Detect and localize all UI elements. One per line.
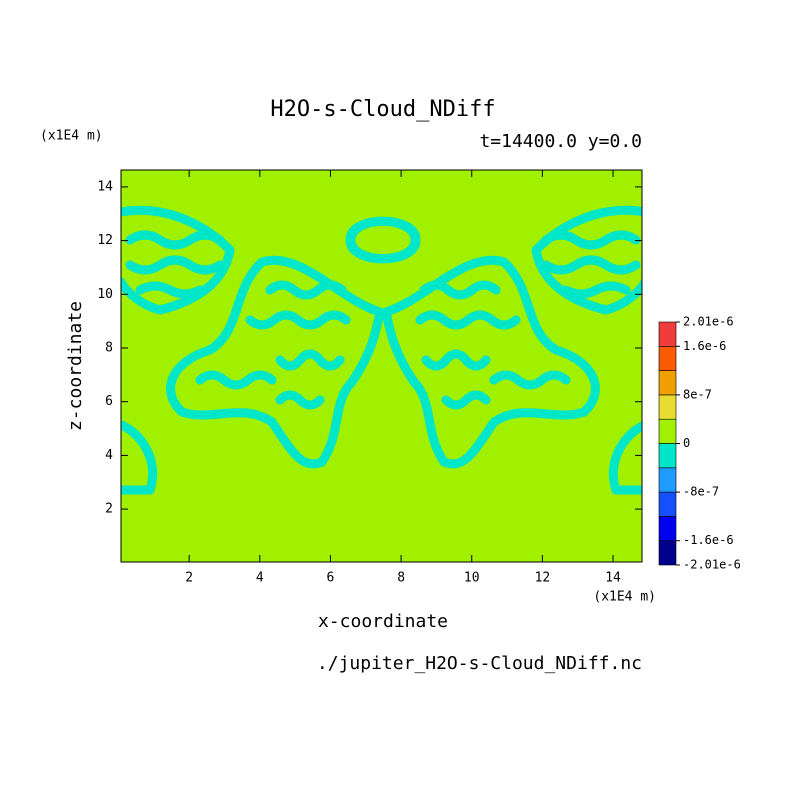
y-axis-label: z-coordinate	[65, 301, 86, 431]
y-tick-label: 12	[97, 233, 113, 248]
colorbar-band	[658, 370, 677, 396]
y-tick-label: 8	[105, 341, 113, 356]
subtitle: t=14400.0 y=0.0	[479, 131, 642, 152]
colorbar-label: -1.6e-6	[683, 533, 734, 547]
colorbar-band	[658, 491, 677, 517]
contour-region	[275, 390, 325, 410]
x-tick-label: 2	[185, 571, 193, 586]
x-tick-label: 4	[256, 571, 264, 586]
colorbar-band	[658, 394, 677, 420]
contour-region	[275, 349, 345, 371]
contour-region	[125, 230, 225, 250]
contour-region	[245, 310, 351, 330]
x-axis-label: x-coordinate	[318, 611, 448, 632]
y-tick-label: 6	[105, 394, 113, 409]
colorbar-band	[658, 418, 677, 444]
colorbar-label: 8e-7	[683, 387, 712, 401]
colorbar-band	[658, 540, 677, 566]
y-tick-label: 2	[105, 502, 113, 517]
y-tick-label: 10	[97, 287, 113, 302]
y-tick-label: 14	[97, 179, 113, 194]
contour-region	[135, 281, 205, 299]
colorbar-band	[658, 467, 677, 493]
contour-region	[121, 420, 158, 495]
x-tick-label: 10	[464, 571, 480, 586]
colorbar-label: -2.01e-6	[683, 558, 741, 572]
contour-region	[265, 280, 347, 300]
colorbar-band	[658, 443, 677, 469]
colorbar-label: -8e-7	[683, 485, 719, 499]
x-tick-label: 8	[397, 571, 405, 586]
x-tick-label: 12	[535, 571, 551, 586]
x-tick-label: 6	[327, 571, 335, 586]
y-unit: (x1E4 m)	[40, 129, 103, 144]
contour-region	[195, 370, 277, 390]
colorbar-label: 0	[683, 436, 690, 450]
colorbar-band	[658, 516, 677, 542]
x-tick-label: 14	[605, 571, 621, 586]
colorbar-band	[658, 321, 677, 347]
contour-region	[121, 205, 235, 315]
colorbar-label: 2.01e-6	[683, 315, 734, 329]
contour-region	[166, 255, 385, 469]
y-tick-label: 4	[105, 448, 113, 463]
colorbar-label: 1.6e-6	[683, 339, 726, 353]
chart-title: H2O-s-Cloud_NDiff	[270, 97, 495, 122]
contour-group	[121, 205, 420, 495]
colorbar-band	[658, 345, 677, 371]
contours	[121, 205, 645, 495]
footer: ./jupiter_H2O-s-Cloud_NDiff.nc	[317, 653, 642, 674]
contour-region	[125, 255, 225, 275]
plot-frame	[120, 169, 643, 563]
x-unit: (x1E4 m)	[593, 590, 656, 605]
